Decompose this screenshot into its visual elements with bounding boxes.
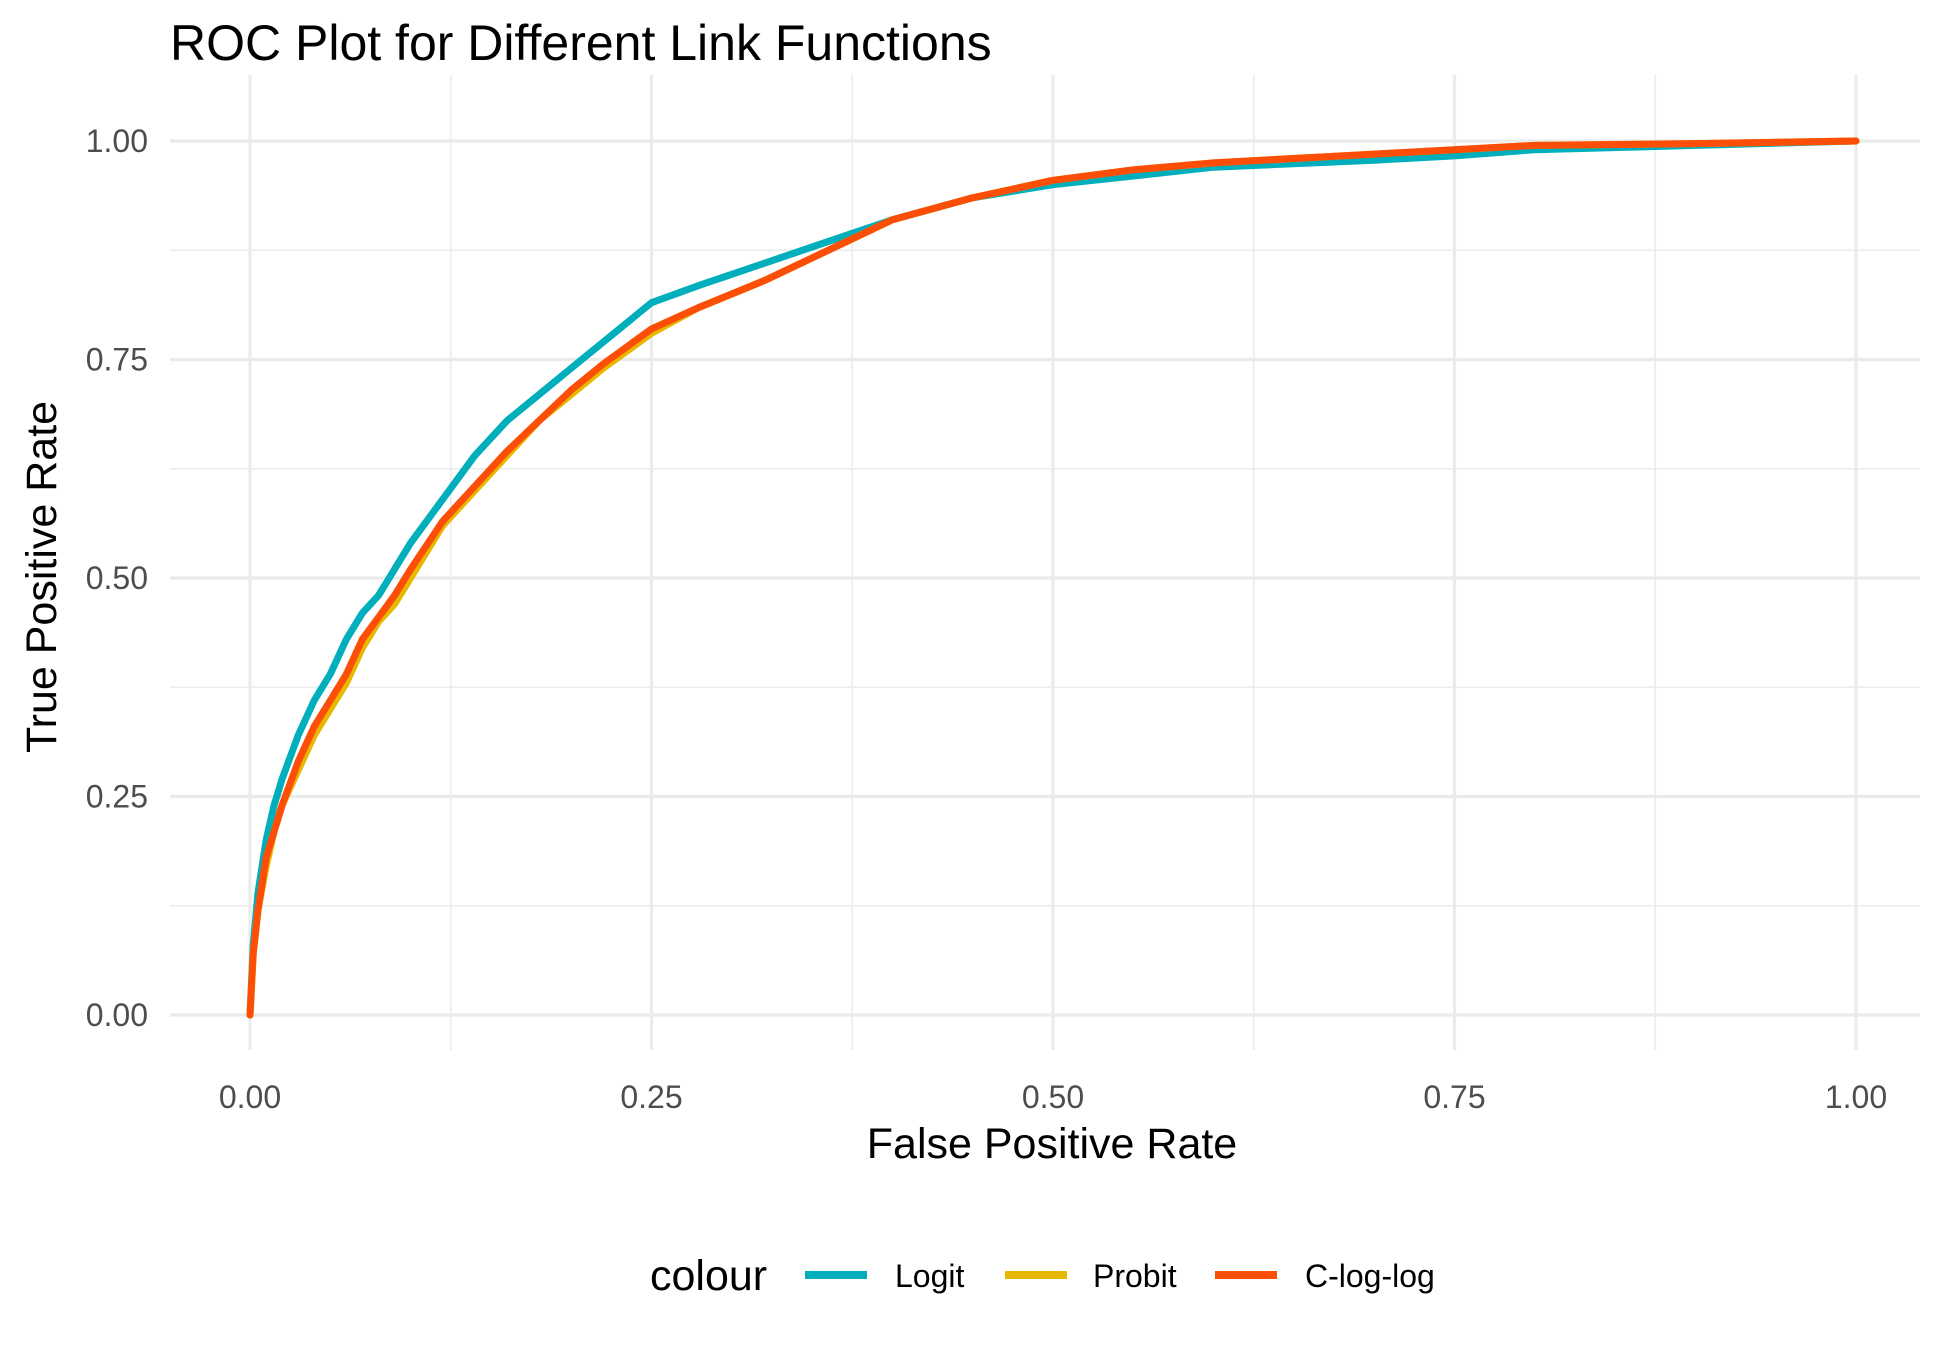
- series-line-logit: [246, 137, 1860, 1019]
- series-lines: [246, 137, 1860, 1019]
- y-tick-label: 0.50: [86, 560, 148, 596]
- legend-label-logit: Logit: [895, 1258, 965, 1294]
- x-tick-label: 0.75: [1423, 1079, 1485, 1115]
- y-tick-label: 0.00: [86, 997, 148, 1033]
- x-axis-title: False Positive Rate: [867, 1120, 1237, 1168]
- x-tick-label: 0.00: [219, 1079, 281, 1115]
- x-tick-label: 0.25: [620, 1079, 682, 1115]
- legend-items: Logit Probit C-log-log: [805, 1258, 1435, 1294]
- series-line-c-log-log: [246, 137, 1860, 1019]
- chart-title: ROC Plot for Different Link Functions: [170, 15, 992, 71]
- legend: colour Logit Probit C-log-log: [650, 1252, 1435, 1300]
- y-tick-label: 0.75: [86, 342, 148, 378]
- legend-label-c-log-log: C-log-log: [1305, 1258, 1435, 1294]
- legend-title: colour: [650, 1252, 767, 1300]
- grid: [170, 75, 1920, 1050]
- x-tick-label: 1.00: [1825, 1079, 1887, 1115]
- y-tick-label: 0.25: [86, 779, 148, 815]
- y-axis-title: True Positive Rate: [18, 401, 66, 753]
- tick-labels: 0.00 0.25 0.50 0.75 1.00 0.00 0.25 0.50 0.75 1.00: [86, 123, 1887, 1115]
- legend-label-probit: Probit: [1093, 1258, 1177, 1294]
- x-tick-label: 0.50: [1022, 1079, 1084, 1115]
- y-tick-label: 1.00: [86, 123, 148, 159]
